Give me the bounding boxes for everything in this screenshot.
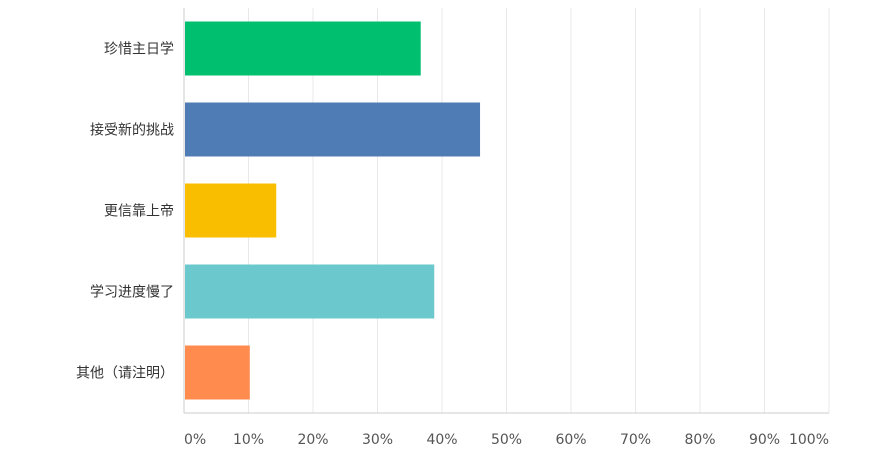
category-label: 更信靠上帝 — [104, 204, 174, 220]
category-label: 珍惜主日学 — [104, 42, 174, 58]
x-tick-label: 100% — [789, 432, 829, 448]
bars — [185, 21, 481, 400]
x-tick-label: 30% — [362, 432, 393, 448]
x-tick-labels: 0% 10% 20% 30% 40% 50% 60% 70% 80% 90% 100% — [184, 432, 829, 448]
bar — [185, 345, 250, 400]
category-label: 接受新的挑战 — [90, 122, 174, 139]
category-label: 学习进度慢了 — [90, 284, 174, 301]
x-tick-label: 60% — [555, 432, 586, 448]
bar — [185, 102, 481, 157]
category-label: 其他（请注明） — [76, 366, 174, 382]
x-tick-label: 20% — [297, 432, 328, 448]
x-tick-label: 50% — [491, 432, 522, 448]
x-tick-label: 40% — [426, 432, 457, 448]
x-tick-label: 10% — [233, 432, 264, 448]
bar — [185, 183, 277, 238]
axes — [183, 8, 829, 414]
x-tick-label: 80% — [684, 432, 715, 448]
x-tick-label: 90% — [749, 432, 780, 448]
x-tick-label: 0% — [184, 432, 206, 448]
bar — [185, 21, 421, 76]
bar — [185, 264, 435, 319]
x-tick-label: 70% — [620, 432, 651, 448]
